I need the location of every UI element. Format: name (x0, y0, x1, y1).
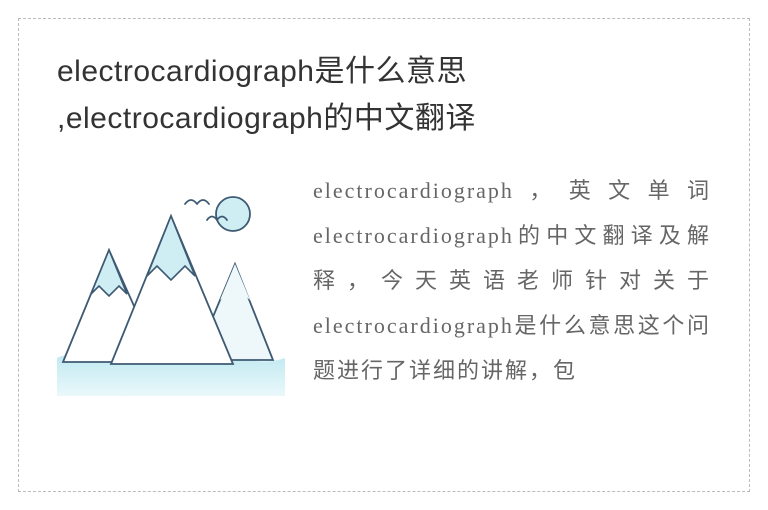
title-line-2: ,electrocardiograph的中文翻译 (57, 102, 476, 135)
bird-icon (185, 200, 209, 204)
content-row: electrocardiograph，英文单词electrocardiograp… (57, 168, 711, 396)
title-line-1: electrocardiograph是什么意思 (57, 55, 467, 88)
entry-title: electrocardiograph是什么意思 ,electrocardiogr… (57, 49, 711, 142)
mountain-svg (57, 168, 285, 396)
entry-body: electrocardiograph，英文单词electrocardiograp… (313, 168, 711, 393)
dictionary-card: electrocardiograph是什么意思 ,electrocardiogr… (18, 18, 750, 492)
mountain-illustration (57, 168, 285, 396)
